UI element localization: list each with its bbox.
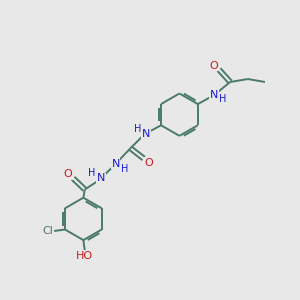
- Text: N: N: [210, 90, 218, 100]
- Text: H: H: [88, 168, 95, 178]
- Text: O: O: [64, 169, 72, 179]
- Text: O: O: [145, 158, 153, 168]
- Text: HO: HO: [76, 251, 93, 261]
- Text: O: O: [210, 61, 218, 71]
- Text: N: N: [142, 128, 150, 139]
- Text: H: H: [121, 164, 128, 174]
- Text: Cl: Cl: [42, 226, 53, 236]
- Text: H: H: [134, 124, 141, 134]
- Text: N: N: [97, 173, 105, 183]
- Text: N: N: [112, 158, 120, 169]
- Text: H: H: [219, 94, 226, 104]
